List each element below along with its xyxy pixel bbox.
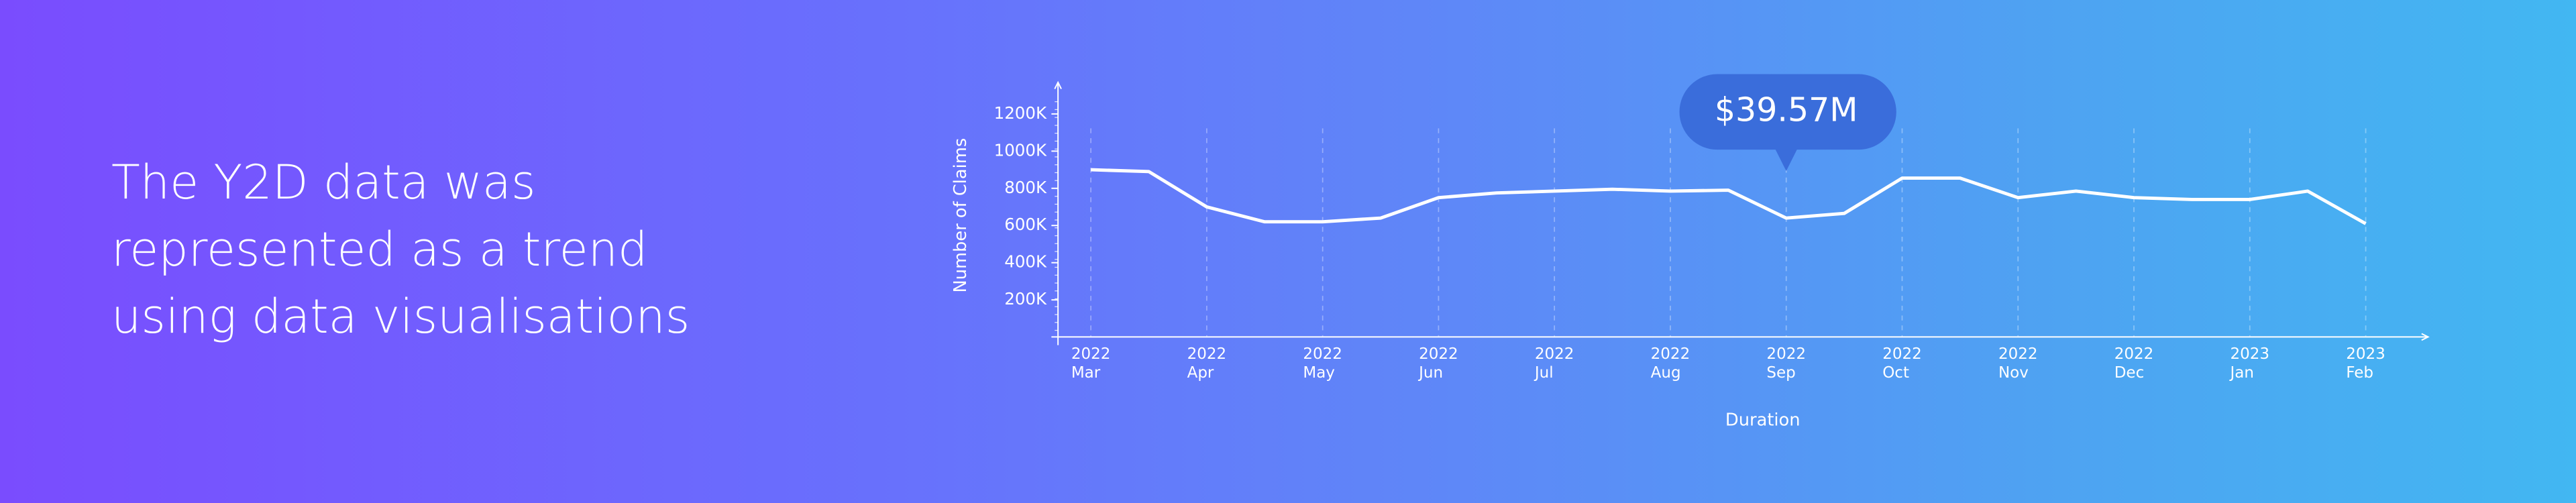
- y-axis-arrow: [1054, 80, 1062, 89]
- x-axis-title: Duration: [1725, 410, 1801, 431]
- y-tick-label: 1200K: [994, 103, 1047, 123]
- y-tick-label: 800K: [1004, 178, 1047, 197]
- x-tick-label: 2022 Dec: [2114, 345, 2154, 382]
- x-tick-label: 2022 Nov: [1998, 345, 2038, 382]
- y-tick-label: 600K: [1004, 215, 1047, 234]
- x-tick-label: 2022 Jun: [1419, 345, 1458, 382]
- x-tick-label: 2022 May: [1303, 345, 1342, 382]
- x-tick-label: 2023 Feb: [2346, 345, 2385, 382]
- y-tick-label: 1000K: [994, 140, 1047, 160]
- tooltip-pointer: [1774, 148, 1798, 171]
- x-tick-label: 2022 Mar: [1071, 345, 1111, 382]
- tooltip-box: [1679, 74, 1896, 150]
- x-tick-label: 2022 Jul: [1534, 345, 1574, 382]
- tooltip-text: $39.57M: [1715, 91, 1858, 129]
- tooltip: $39.57M: [1679, 74, 1896, 171]
- y-axis-title: Number of Claims: [951, 138, 971, 293]
- y-tick-label: 200K: [1004, 289, 1047, 309]
- x-axis-arrow: [2421, 333, 2430, 341]
- y-tick-label: 400K: [1004, 252, 1047, 272]
- x-tick-label: 2022 Aug: [1650, 345, 1690, 382]
- x-tick-label: 2022 Oct: [1882, 345, 1922, 382]
- headline: The Y2D data was represented as a trend …: [111, 155, 690, 344]
- line: [1091, 168, 2367, 225]
- x-tick-label: 2022 Sep: [1766, 345, 1806, 382]
- x-tick-label: 2022 Apr: [1187, 345, 1227, 382]
- x-tick-label: 2023 Jan: [2230, 345, 2270, 382]
